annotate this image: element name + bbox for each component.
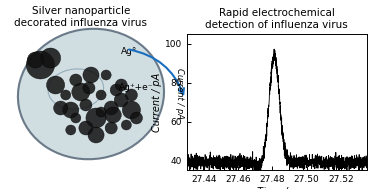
Circle shape (86, 108, 106, 128)
Circle shape (61, 90, 71, 100)
Circle shape (121, 120, 131, 130)
Circle shape (101, 70, 111, 80)
Circle shape (88, 127, 104, 143)
Circle shape (53, 101, 68, 115)
Ellipse shape (48, 69, 104, 109)
Circle shape (131, 112, 142, 124)
Circle shape (110, 84, 122, 96)
Ellipse shape (18, 29, 164, 159)
Circle shape (70, 74, 82, 86)
Circle shape (105, 107, 121, 123)
Circle shape (40, 48, 61, 68)
Circle shape (104, 101, 118, 115)
Circle shape (96, 107, 106, 117)
Circle shape (105, 122, 117, 134)
X-axis label: Time / s: Time / s (257, 187, 296, 189)
Text: Silver nanoparticle
decorated influenza virus: Silver nanoparticle decorated influenza … (14, 6, 147, 28)
Text: Ag⁺+e⁻: Ag⁺+e⁻ (119, 84, 154, 92)
Text: 50 nm: 50 nm (23, 160, 47, 169)
Circle shape (125, 89, 138, 101)
Circle shape (79, 121, 93, 135)
Circle shape (26, 51, 55, 79)
Circle shape (66, 125, 76, 135)
Title: Rapid electrochemical
detection of influenza virus: Rapid electrochemical detection of influ… (205, 8, 348, 30)
Circle shape (122, 101, 141, 119)
Circle shape (72, 83, 90, 101)
Circle shape (27, 52, 43, 68)
Circle shape (114, 93, 128, 107)
Circle shape (80, 99, 92, 111)
Circle shape (71, 113, 81, 123)
Circle shape (46, 76, 65, 94)
Circle shape (96, 90, 106, 100)
Circle shape (83, 82, 95, 94)
Text: Ag°: Ag° (121, 47, 138, 57)
Text: Current / pA: Current / pA (175, 68, 184, 119)
Circle shape (115, 79, 128, 91)
Circle shape (83, 67, 99, 83)
Circle shape (63, 102, 79, 118)
Y-axis label: Current / pA: Current / pA (152, 72, 162, 132)
